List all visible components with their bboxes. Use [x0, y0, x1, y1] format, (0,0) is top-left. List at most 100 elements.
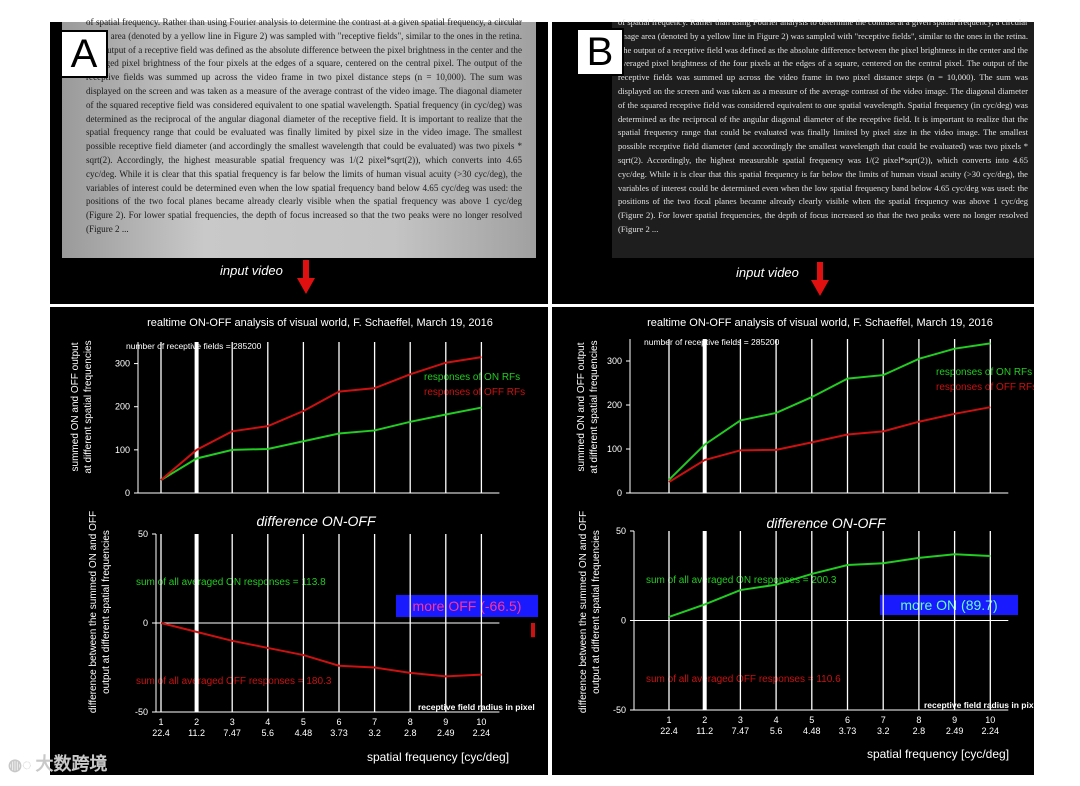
- x-tick-frequency: 3.2: [877, 726, 890, 736]
- document-photo: of spatial frequency. Rather than using …: [612, 17, 1034, 258]
- x-tick-radius: 10: [985, 715, 995, 725]
- x-tick-radius: 1: [158, 717, 163, 727]
- top-y-tick-label: 0: [125, 488, 130, 498]
- x-tick-radius: 2: [702, 715, 707, 725]
- panel-b-photo: of spatial frequency. Rather than using …: [552, 17, 1034, 304]
- x-tick-radius: 9: [443, 717, 448, 727]
- bottom-y-tick-label: -50: [613, 705, 626, 715]
- bottom-ylabel-line1: difference between the summed ON and OFF: [88, 511, 99, 713]
- top-y-tick-label: 100: [115, 445, 130, 455]
- bottom-ylabel-line1: difference between the summed ON and OFF: [578, 511, 589, 713]
- rf-radius-label: receptive field radius in pixel: [924, 700, 1034, 710]
- x-tick-radius: 9: [952, 715, 957, 725]
- top-y-tick-label: 100: [607, 444, 622, 454]
- more-badge-label: more ON (89.7): [900, 597, 997, 613]
- x-tick-frequency: 5.6: [770, 726, 783, 736]
- difference-indicator: [531, 623, 535, 638]
- watermark-logo-icon: ◍◌: [8, 757, 32, 774]
- x-tick-radius: 6: [845, 715, 850, 725]
- rf-count-label: number of receptive fields = 285200: [126, 341, 262, 351]
- top-series-line: [668, 406, 991, 483]
- x-tick-frequency: 2.8: [913, 726, 926, 736]
- chart-a: realtime ON-OFF analysis of visual world…: [70, 317, 538, 764]
- x-tick-radius: 1: [666, 715, 671, 725]
- x-tick-frequency: 11.2: [696, 726, 713, 736]
- x-tick-frequency: 7.47: [732, 726, 750, 736]
- top-y-tick-label: 300: [607, 356, 622, 366]
- legend-off: responses of OFF RFs: [424, 387, 525, 398]
- x-tick-frequency: 22.4: [152, 728, 170, 738]
- chart-b: realtime ON-OFF analysis of visual world…: [576, 317, 1042, 761]
- top-series-line: [160, 356, 482, 481]
- document-text: of spatial frequency. Rather than using …: [86, 17, 522, 234]
- top-ylabel-line1: summed ON and OFF output: [576, 342, 587, 471]
- panel-a-chart: realtime ON-OFF analysis of visual world…: [50, 307, 548, 775]
- x-tick-radius: 7: [372, 717, 377, 727]
- rf-radius-label: receptive field radius in pixel: [418, 702, 535, 712]
- watermark: ◍◌ 大数跨境: [8, 750, 107, 776]
- rf-count-label: number of receptive fields = 285200: [644, 337, 780, 347]
- watermark-text: 大数跨境: [35, 754, 108, 774]
- sum-off-label: sum of all averaged OFF responses = 110.…: [646, 674, 841, 685]
- more-badge: [396, 595, 538, 617]
- top-ylabel-line2: at different spatial frequencies: [83, 340, 94, 473]
- x-tick-frequency: 2.49: [946, 726, 964, 736]
- sum-off-label: sum of all averaged OFF responses = 180.…: [136, 676, 332, 687]
- top-ylabel-line2: at different spatial frequencies: [589, 340, 600, 473]
- bottom-y-tick-label: -50: [135, 707, 148, 717]
- bottom-y-tick-label: 50: [138, 529, 148, 539]
- top-y-tick-label: 200: [607, 400, 622, 410]
- x-tick-radius: 6: [336, 717, 341, 727]
- x-tick-frequency: 4.48: [803, 726, 821, 736]
- x-tick-radius: 4: [774, 715, 779, 725]
- sum-on-label: sum of all averaged ON responses = 113.8: [136, 577, 326, 588]
- x-tick-frequency: 11.2: [188, 728, 205, 738]
- x-tick-radius: 3: [230, 717, 235, 727]
- sum-on-label: sum of all averaged ON responses = 200.3: [646, 575, 837, 586]
- difference-line: [668, 553, 991, 618]
- bottom-ylabel-line2: output at different spatial frequencies: [101, 530, 112, 694]
- down-arrow-icon: [811, 262, 829, 296]
- x-tick-radius: 2: [194, 717, 199, 727]
- x-tick-frequency: 5.6: [262, 728, 275, 738]
- x-tick-radius: 8: [916, 715, 921, 725]
- x-tick-radius: 3: [738, 715, 743, 725]
- x-tick-frequency: 2.49: [437, 728, 455, 738]
- panel-letter-b: B: [576, 28, 624, 76]
- top-y-tick-label: 200: [115, 402, 130, 412]
- x-tick-frequency: 3.2: [368, 728, 381, 738]
- panel-a-photo: of spatial frequency. Rather than using …: [50, 17, 548, 304]
- document-text: of spatial frequency. Rather than using …: [618, 17, 1028, 234]
- x-tick-radius: 7: [881, 715, 886, 725]
- diff-title: difference ON-OFF: [766, 515, 886, 531]
- more-badge: [880, 595, 1018, 615]
- diff-title: difference ON-OFF: [256, 513, 376, 529]
- x-tick-radius: 10: [476, 717, 486, 727]
- more-badge-label: more OFF (-66.5): [413, 598, 522, 614]
- top-series-line: [668, 342, 991, 481]
- x-tick-frequency: 2.24: [473, 728, 491, 738]
- bottom-y-tick-label: 0: [621, 616, 626, 626]
- bottom-y-tick-label: 0: [143, 618, 148, 628]
- difference-line: [160, 622, 482, 678]
- panel-b-chart: realtime ON-OFF analysis of visual world…: [552, 307, 1042, 775]
- x-tick-radius: 5: [809, 715, 814, 725]
- x-tick-radius: 5: [301, 717, 306, 727]
- document-photo: of spatial frequency. Rather than using …: [62, 17, 536, 258]
- input-video-label: input video: [736, 265, 799, 280]
- chart-title: realtime ON-OFF analysis of visual world…: [147, 317, 493, 329]
- legend-on: responses of ON RFs: [424, 372, 520, 383]
- x-tick-radius: 4: [265, 717, 270, 727]
- x-tick-frequency: 3.73: [839, 726, 857, 736]
- x-axis-label: spatial frequency [cyc/deg]: [367, 750, 509, 764]
- x-tick-radius: 8: [408, 717, 413, 727]
- top-y-tick-label: 0: [617, 488, 622, 498]
- chart-title: realtime ON-OFF analysis of visual world…: [647, 317, 993, 329]
- bottom-ylabel-line2: output at different spatial frequencies: [591, 530, 602, 694]
- top-series-line: [160, 406, 482, 481]
- x-tick-frequency: 22.4: [660, 726, 678, 736]
- top-y-tick-label: 300: [115, 359, 130, 369]
- x-tick-frequency: 2.8: [404, 728, 417, 738]
- x-tick-frequency: 4.48: [295, 728, 313, 738]
- x-tick-frequency: 2.24: [982, 726, 1000, 736]
